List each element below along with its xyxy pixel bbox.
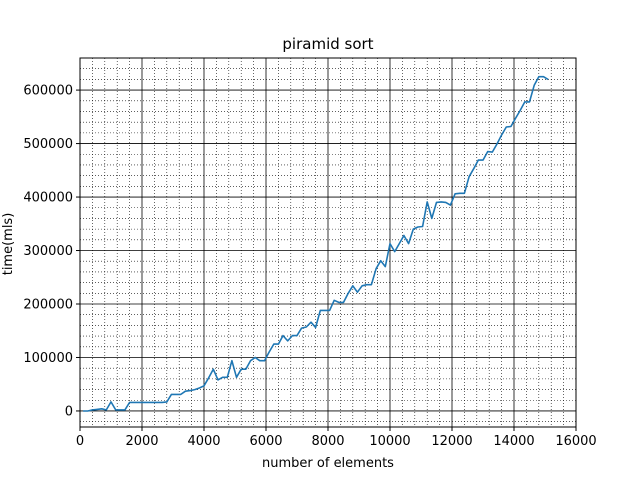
chart-title: piramid sort	[282, 35, 373, 53]
x-tick-label: 6000	[249, 434, 282, 449]
y-tick-label: 200000	[23, 298, 73, 313]
series-layer	[83, 75, 549, 412]
series-line	[83, 75, 549, 412]
y-axis-label: time(mls)	[1, 213, 16, 276]
x-tick-label: 16000	[555, 434, 596, 449]
x-tick-label: 0	[76, 434, 84, 449]
x-tick-label: 10000	[369, 434, 410, 449]
x-tick-label: 2000	[125, 434, 158, 449]
x-tick-label: 8000	[311, 434, 344, 449]
y-tick-label: 0	[65, 404, 73, 419]
x-axis-ticks: 0 2000 4000 6000 8000 10000 12000 14000 16000	[76, 427, 597, 449]
x-tick-label: 14000	[493, 434, 534, 449]
y-axis-ticks: 0 100000 200000 300000 400000 500000 600000	[23, 84, 80, 419]
y-tick-label: 100000	[23, 351, 73, 366]
y-tick-label: 400000	[23, 191, 73, 206]
y-tick-label: 300000	[23, 244, 73, 259]
x-axis-label: number of elements	[262, 456, 394, 471]
x-tick-label: 12000	[431, 434, 472, 449]
x-tick-label: 4000	[187, 434, 220, 449]
y-tick-label: 600000	[23, 84, 73, 99]
y-tick-label: 500000	[23, 137, 73, 152]
